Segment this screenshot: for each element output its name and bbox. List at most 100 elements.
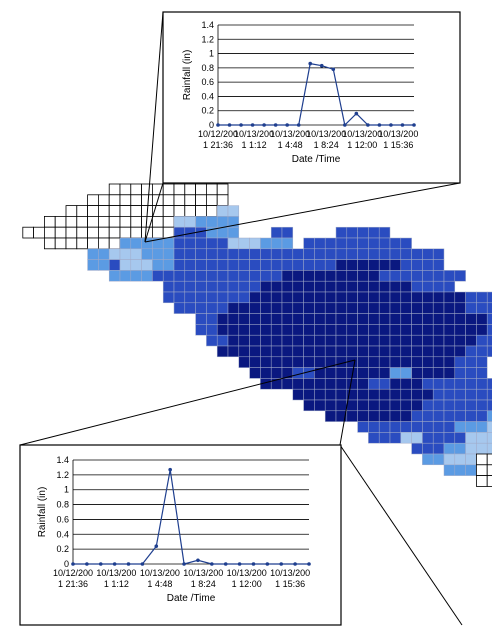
map-cell bbox=[184, 291, 196, 304]
data-point bbox=[223, 562, 228, 566]
map-cell bbox=[303, 291, 315, 304]
data-point bbox=[296, 123, 301, 127]
map-cell bbox=[357, 324, 369, 336]
map-cell bbox=[292, 388, 304, 401]
data-point bbox=[279, 562, 284, 566]
map-cell bbox=[368, 345, 380, 358]
y-tick-label: 0.4 bbox=[56, 529, 69, 539]
map-cell bbox=[475, 475, 488, 487]
map-cell bbox=[368, 324, 380, 336]
map-cell bbox=[87, 205, 99, 217]
map-cell bbox=[281, 302, 294, 314]
map-cell bbox=[443, 356, 456, 368]
data-point bbox=[210, 562, 214, 566]
map-cell bbox=[400, 280, 412, 293]
map-cell bbox=[173, 194, 186, 207]
map-cell bbox=[314, 259, 326, 271]
map-cell bbox=[454, 270, 466, 282]
map-cell bbox=[119, 270, 132, 282]
map-cell bbox=[486, 388, 492, 401]
y-tick-label: 1.4 bbox=[201, 20, 214, 30]
y-tick-label: 0.2 bbox=[201, 106, 214, 116]
map-cell bbox=[465, 313, 477, 325]
map-cell bbox=[227, 237, 240, 250]
map-cell bbox=[476, 345, 488, 358]
map-cell bbox=[205, 194, 218, 207]
map-cell bbox=[216, 259, 229, 271]
data-point bbox=[400, 123, 405, 127]
map-cell bbox=[151, 226, 164, 239]
map-cell bbox=[411, 367, 423, 379]
map-cell bbox=[335, 388, 348, 401]
map-cell bbox=[119, 215, 132, 228]
map-cell bbox=[475, 453, 488, 466]
map-cell bbox=[465, 356, 477, 368]
map-cell bbox=[346, 345, 358, 358]
map-cell bbox=[173, 205, 186, 217]
map-cell bbox=[411, 248, 423, 260]
map-cell bbox=[108, 237, 121, 250]
map-cell bbox=[454, 345, 466, 358]
map-cell bbox=[454, 432, 466, 444]
map-cell bbox=[281, 226, 294, 239]
map-cell bbox=[260, 291, 272, 304]
map-cell bbox=[314, 237, 326, 250]
map-cell bbox=[378, 248, 391, 260]
map-cell bbox=[389, 432, 402, 444]
map-cell bbox=[400, 378, 412, 390]
map-cell bbox=[378, 410, 391, 422]
map-cell bbox=[486, 475, 492, 487]
map-cell bbox=[260, 280, 272, 293]
map-cell bbox=[162, 248, 175, 260]
map-cell bbox=[422, 410, 434, 422]
map-cell bbox=[281, 324, 294, 336]
map-cell bbox=[303, 356, 315, 368]
map-cell bbox=[152, 270, 164, 282]
map-cell bbox=[249, 313, 261, 325]
map-cell bbox=[443, 324, 456, 336]
map-cell bbox=[486, 291, 492, 304]
x-tick-label: 10/12/200 bbox=[198, 129, 238, 139]
map-cell bbox=[422, 324, 434, 336]
map-cell bbox=[422, 291, 434, 304]
map-cell bbox=[422, 378, 434, 390]
map-cell bbox=[44, 237, 56, 250]
map-cell bbox=[216, 226, 229, 239]
y-tick-label: 0 bbox=[209, 120, 214, 130]
map-cell bbox=[303, 399, 315, 412]
map-cell bbox=[76, 237, 89, 250]
map-cell bbox=[368, 313, 380, 325]
map-cell bbox=[227, 313, 240, 325]
map-cell bbox=[119, 226, 132, 239]
map-cell bbox=[206, 237, 218, 250]
map-cell bbox=[335, 248, 348, 260]
map-cell bbox=[216, 345, 229, 358]
map-cell bbox=[476, 378, 488, 390]
map-cell bbox=[378, 324, 391, 336]
map-cell bbox=[162, 259, 175, 271]
map-cell bbox=[216, 291, 229, 304]
map-cell bbox=[443, 464, 456, 476]
map-cell bbox=[389, 302, 402, 314]
map-cell bbox=[476, 399, 488, 412]
map-cell bbox=[368, 421, 380, 433]
map-cell bbox=[173, 259, 186, 271]
map-cell bbox=[249, 334, 261, 347]
map-cell bbox=[249, 237, 261, 250]
map-cell bbox=[314, 324, 326, 336]
data-point bbox=[85, 562, 89, 566]
map-cell bbox=[357, 345, 369, 358]
map-cell bbox=[303, 237, 315, 250]
y-tick-label: 0.6 bbox=[56, 514, 69, 524]
map-cell bbox=[378, 388, 391, 401]
map-cell bbox=[346, 248, 358, 260]
map-cell bbox=[443, 334, 456, 347]
map-cell bbox=[130, 205, 143, 217]
map-cell bbox=[422, 259, 434, 271]
map-cell bbox=[227, 345, 240, 358]
map-cell bbox=[303, 388, 315, 401]
map-cell bbox=[411, 345, 423, 358]
x-tick-label: 1 4:48 bbox=[278, 140, 303, 150]
map-cell bbox=[303, 280, 315, 293]
map-cell bbox=[346, 302, 358, 314]
